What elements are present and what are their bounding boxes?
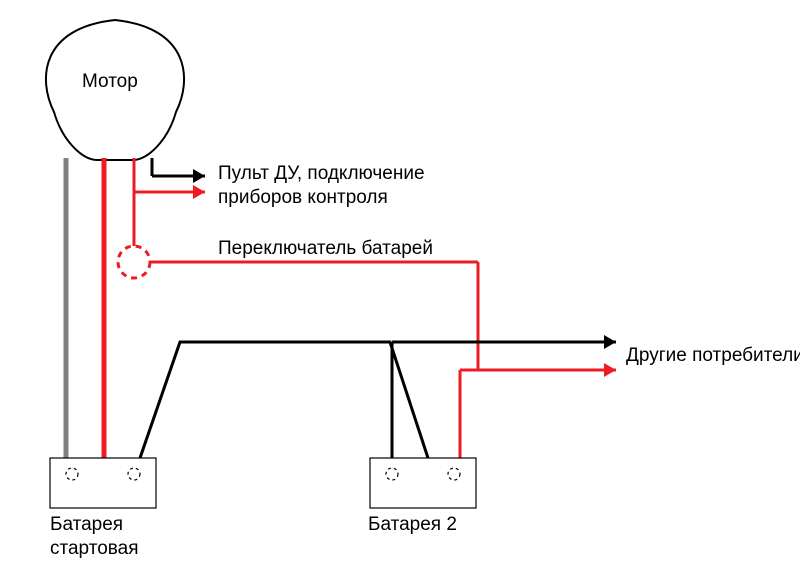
motor-label: Мотор (82, 70, 138, 94)
battery1-label: Батарея стартовая (50, 513, 139, 561)
wire-black-link (140, 342, 428, 458)
remote-label-line2: приборов контроля (218, 187, 388, 208)
battery-switch-icon (118, 246, 150, 278)
battery2-label: Батарея 2 (368, 513, 457, 537)
battery-2 (370, 458, 476, 508)
remote-label-line1: Пульт ДУ, подключение (218, 163, 425, 184)
arrow-red-consumer (604, 363, 616, 377)
battery1-label-line1: Батарея (50, 514, 123, 535)
arrow-black-consumer (604, 335, 616, 349)
battery-1 (50, 458, 156, 508)
arrow-black-remote (193, 169, 205, 183)
arrow-red-remote (193, 185, 205, 199)
remote-label: Пульт ДУ, подключение приборов контроля (218, 162, 425, 210)
switch-label: Переключатель батарей (218, 237, 433, 261)
consumers-label: Другие потребители (626, 344, 800, 368)
battery1-label-line2: стартовая (50, 538, 139, 559)
